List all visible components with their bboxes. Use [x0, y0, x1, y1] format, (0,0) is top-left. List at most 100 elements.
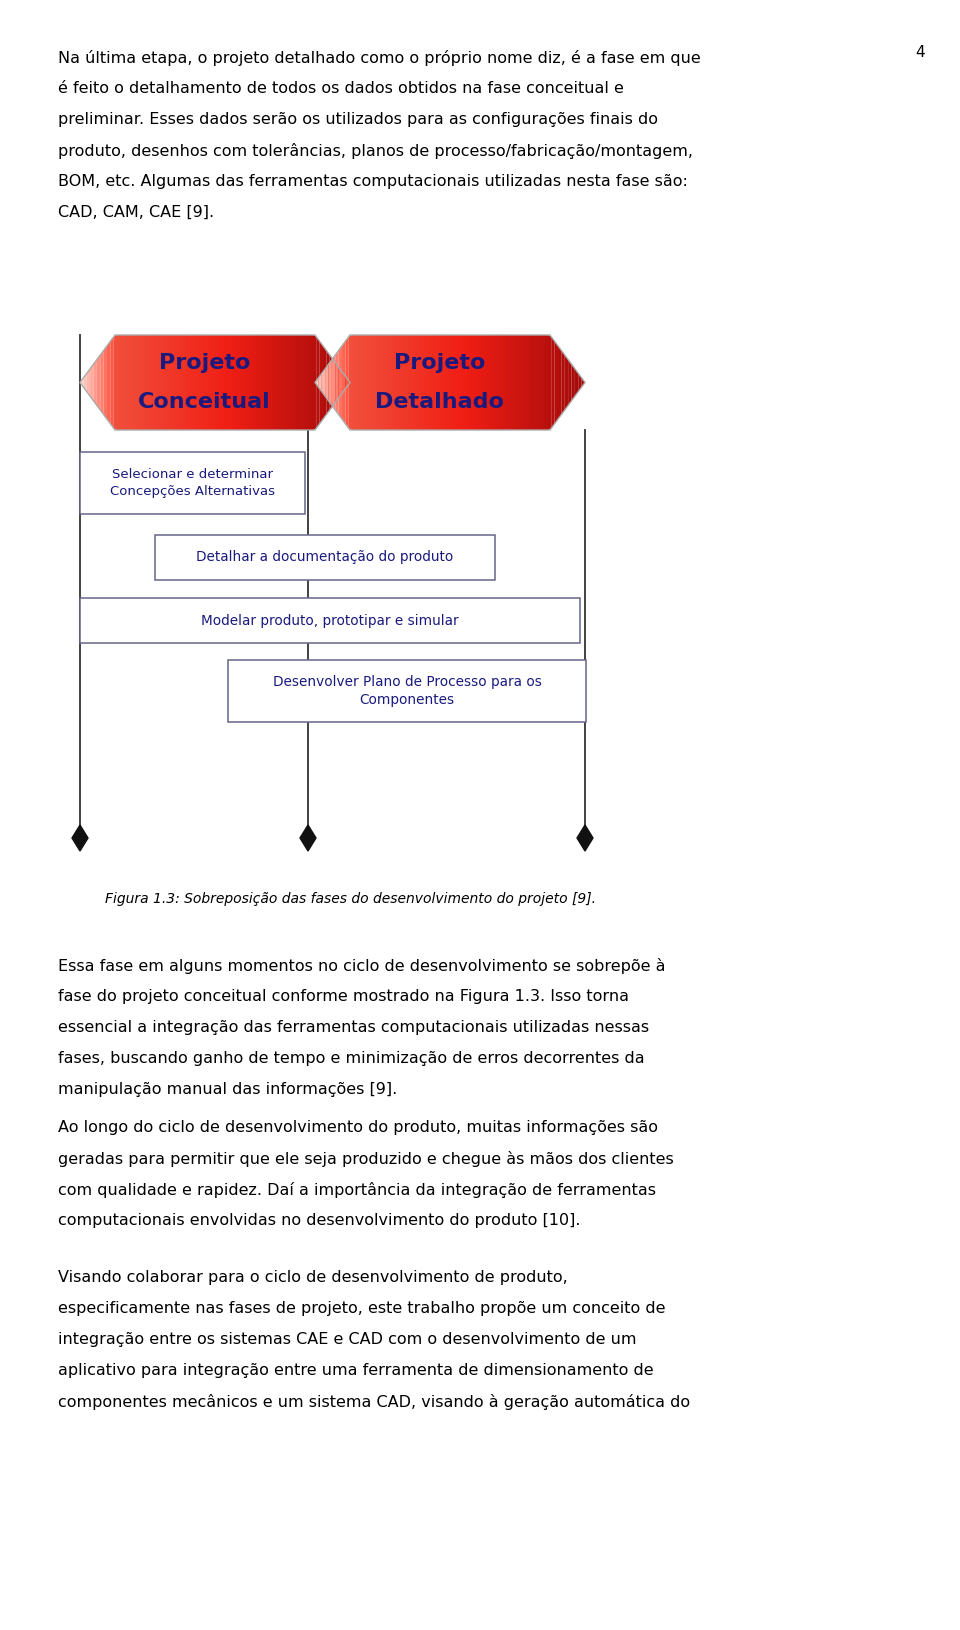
- Polygon shape: [323, 346, 326, 419]
- Polygon shape: [208, 336, 211, 430]
- Polygon shape: [218, 336, 222, 430]
- Polygon shape: [252, 336, 255, 430]
- Polygon shape: [329, 355, 333, 411]
- Polygon shape: [164, 336, 168, 430]
- Polygon shape: [352, 336, 355, 430]
- Polygon shape: [300, 336, 302, 430]
- Polygon shape: [382, 336, 386, 430]
- Text: geradas para permitir que ele seja produzido e chegue às mãos dos clientes: geradas para permitir que ele seja produ…: [58, 1151, 674, 1167]
- Polygon shape: [100, 350, 104, 414]
- Polygon shape: [316, 337, 320, 429]
- Polygon shape: [171, 336, 175, 430]
- Bar: [228, 660, 586, 722]
- Polygon shape: [319, 373, 322, 391]
- Polygon shape: [121, 336, 124, 430]
- Polygon shape: [269, 336, 273, 430]
- Text: manipulação manual das informações [9].: manipulação manual das informações [9].: [58, 1082, 397, 1097]
- Polygon shape: [504, 336, 508, 430]
- Polygon shape: [491, 336, 493, 430]
- Polygon shape: [104, 346, 107, 419]
- Text: Ao longo do ciclo de desenvolvimento do produto, muitas informações são: Ao longo do ciclo de desenvolvimento do …: [58, 1120, 658, 1134]
- Polygon shape: [226, 336, 228, 430]
- Polygon shape: [128, 336, 131, 430]
- Text: com qualidade e rapidez. Daí a importância da integração de ferramentas: com qualidade e rapidez. Daí a importânc…: [58, 1182, 656, 1198]
- Polygon shape: [249, 336, 252, 430]
- Polygon shape: [437, 336, 440, 430]
- Text: 4: 4: [915, 46, 924, 60]
- Polygon shape: [538, 336, 541, 430]
- Polygon shape: [535, 336, 538, 430]
- Polygon shape: [117, 336, 121, 430]
- Polygon shape: [500, 336, 504, 430]
- Polygon shape: [348, 336, 352, 430]
- Polygon shape: [359, 336, 362, 430]
- Polygon shape: [141, 336, 144, 430]
- Polygon shape: [477, 336, 480, 430]
- Polygon shape: [423, 336, 426, 430]
- Polygon shape: [320, 341, 323, 424]
- Polygon shape: [326, 350, 329, 414]
- Polygon shape: [433, 336, 437, 430]
- Text: Conceitual: Conceitual: [138, 393, 271, 412]
- Polygon shape: [444, 336, 446, 430]
- Polygon shape: [306, 336, 309, 430]
- Polygon shape: [480, 336, 484, 430]
- Polygon shape: [417, 336, 420, 430]
- Polygon shape: [93, 360, 97, 406]
- Polygon shape: [259, 336, 262, 430]
- Polygon shape: [184, 336, 188, 430]
- Text: CAD, CAM, CAE [9].: CAD, CAM, CAE [9].: [58, 205, 214, 220]
- Polygon shape: [544, 336, 548, 430]
- Polygon shape: [175, 336, 178, 430]
- Polygon shape: [372, 336, 375, 430]
- Text: Visando colaborar para o ciclo de desenvolvimento de produto,: Visando colaborar para o ciclo de desenv…: [58, 1270, 567, 1284]
- Polygon shape: [107, 341, 110, 424]
- Text: especificamente nas fases de projeto, este trabalho propõe um conceito de: especificamente nas fases de projeto, es…: [58, 1301, 665, 1315]
- Text: Projeto: Projeto: [158, 352, 250, 373]
- Polygon shape: [266, 336, 269, 430]
- Polygon shape: [511, 336, 515, 430]
- Polygon shape: [528, 336, 531, 430]
- Polygon shape: [222, 336, 226, 430]
- Polygon shape: [273, 336, 276, 430]
- Polygon shape: [564, 355, 568, 411]
- Polygon shape: [90, 363, 93, 401]
- Text: BOM, etc. Algumas das ferramentas computacionais utilizadas nesta fase são:: BOM, etc. Algumas das ferramentas comput…: [58, 174, 688, 189]
- Polygon shape: [97, 355, 100, 411]
- Polygon shape: [460, 336, 464, 430]
- Polygon shape: [410, 336, 413, 430]
- Text: preliminar. Esses dados serão os utilizados para as configurações finais do: preliminar. Esses dados serão os utiliza…: [58, 112, 658, 127]
- Polygon shape: [346, 337, 348, 429]
- Polygon shape: [337, 363, 340, 401]
- Text: Na última etapa, o projeto detalhado como o próprio nome diz, é a fase em que: Na última etapa, o projeto detalhado com…: [58, 51, 701, 65]
- Polygon shape: [571, 363, 575, 401]
- Polygon shape: [157, 336, 161, 430]
- Polygon shape: [322, 368, 325, 396]
- Text: produto, desenhos com tolerâncias, planos de processo/fabricação/montagem,: produto, desenhos com tolerâncias, plano…: [58, 143, 693, 160]
- Polygon shape: [577, 825, 593, 851]
- Polygon shape: [137, 336, 141, 430]
- Polygon shape: [521, 336, 524, 430]
- Polygon shape: [493, 336, 497, 430]
- Polygon shape: [487, 336, 491, 430]
- Polygon shape: [517, 336, 521, 430]
- Polygon shape: [282, 336, 286, 430]
- Polygon shape: [386, 336, 389, 430]
- Polygon shape: [188, 336, 191, 430]
- Polygon shape: [124, 336, 128, 430]
- Polygon shape: [232, 336, 235, 430]
- Polygon shape: [508, 336, 511, 430]
- Polygon shape: [86, 368, 90, 396]
- Polygon shape: [473, 336, 477, 430]
- Polygon shape: [84, 373, 86, 391]
- Polygon shape: [134, 336, 137, 430]
- Text: fases, buscando ganho de tempo e minimização de erros decorrentes da: fases, buscando ganho de tempo e minimiz…: [58, 1051, 644, 1066]
- Polygon shape: [582, 378, 585, 386]
- Polygon shape: [406, 336, 410, 430]
- Polygon shape: [399, 336, 403, 430]
- Text: Figura 1.3: Sobreposição das fases do desenvolvimento do projeto [9].: Figura 1.3: Sobreposição das fases do de…: [105, 892, 596, 906]
- Polygon shape: [339, 346, 342, 419]
- Polygon shape: [239, 336, 242, 430]
- Polygon shape: [578, 373, 582, 391]
- Text: Detalhado: Detalhado: [374, 393, 504, 412]
